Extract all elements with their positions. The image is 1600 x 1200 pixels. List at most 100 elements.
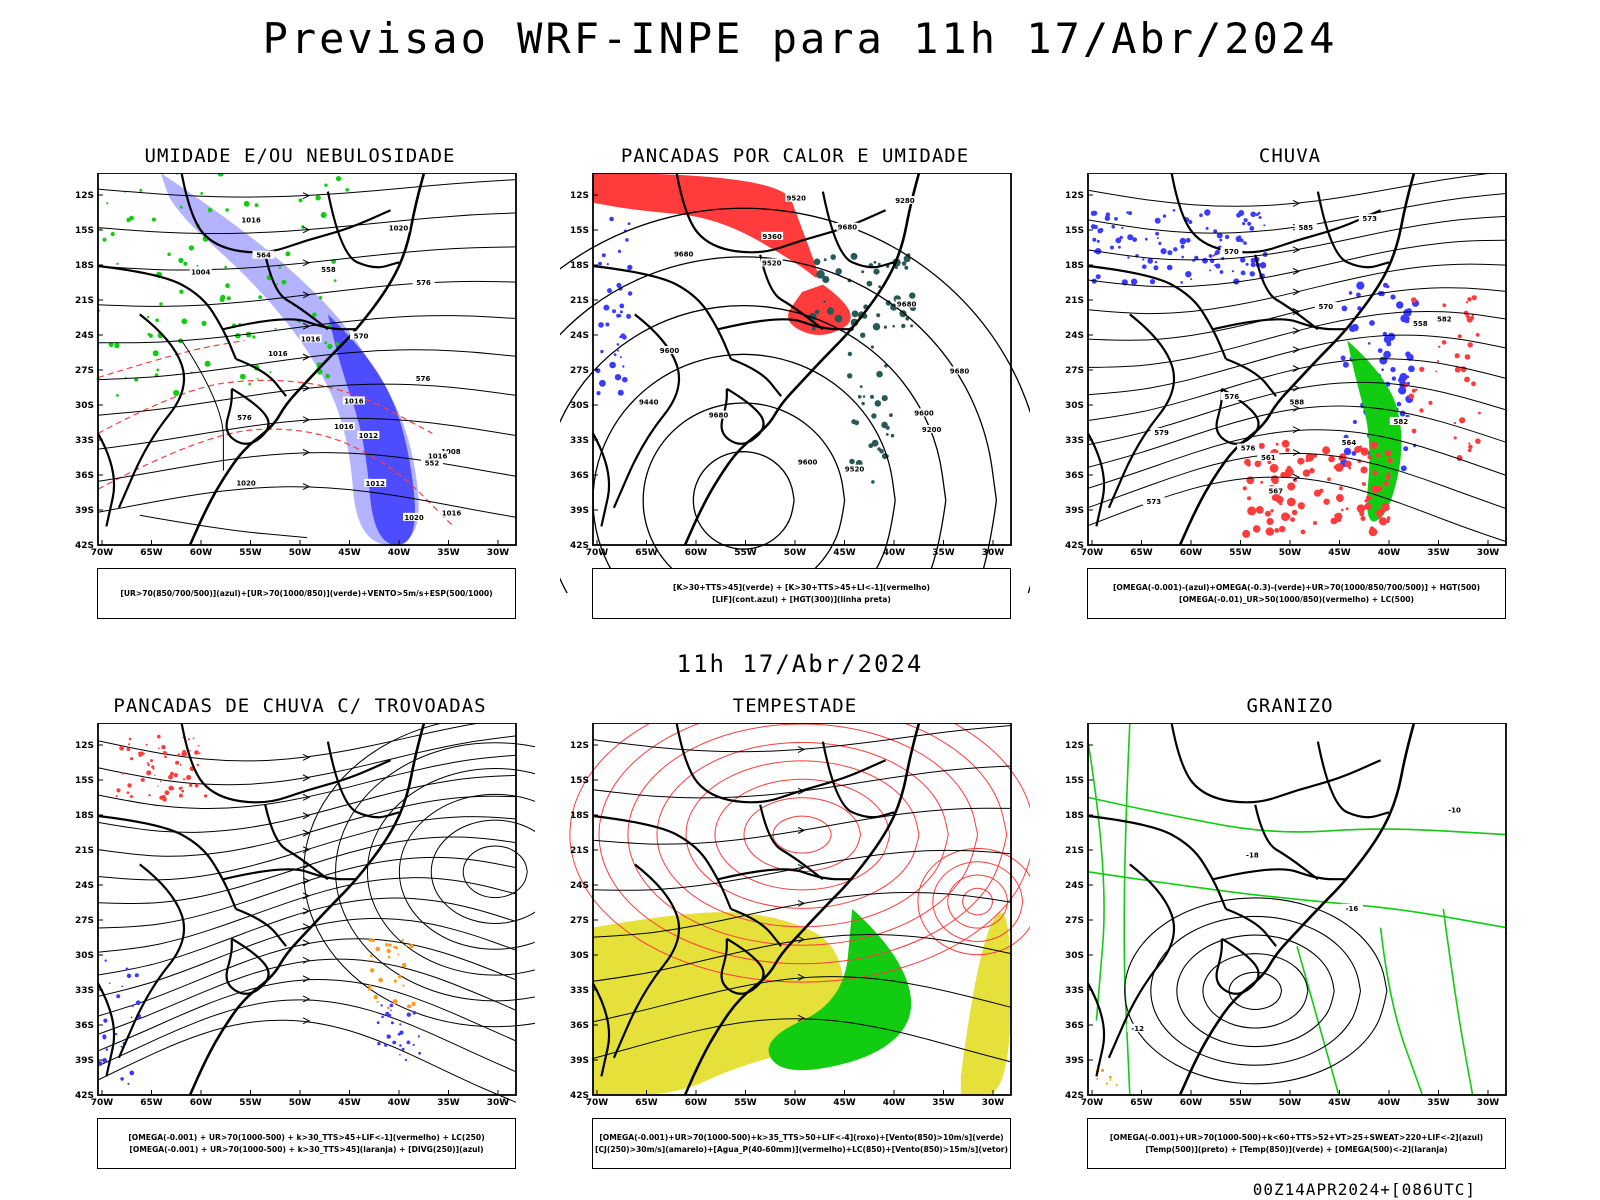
border-line [675,723,887,804]
field-blob [393,945,396,949]
map-background [1088,723,1506,1095]
contour-label: 552 [425,459,440,467]
field-blob [248,382,251,386]
label-bg [1285,397,1308,406]
contour-label: 582 [1437,315,1452,323]
field-blob [1385,474,1391,480]
field-blob [281,279,287,285]
contour-label: 579 [1154,429,1169,437]
flow-arrow [302,753,311,761]
field-blob [1428,400,1433,405]
field-blob [871,439,879,447]
lat-label: 39S [1065,1056,1084,1066]
contour-labels: 9680 9680 9680 9680 9600 9520 9600 9520 9440 9360… [637,193,971,474]
temp850-contours [1087,723,1507,1096]
lon-label: 50W [1279,1098,1302,1108]
flow-arrow [797,1014,806,1022]
contour-line [772,815,832,854]
border-line [1213,318,1348,331]
lat-label: 15S [1065,226,1084,236]
streamline [592,849,1012,891]
field-blob [138,751,142,755]
contour-line [932,861,1024,942]
field-blob [1199,213,1203,217]
label-bg [421,458,444,467]
contour-line [560,256,998,593]
field-blob [1290,517,1295,522]
field-blob [901,323,906,329]
field-blob [1459,417,1466,424]
contour-label: 1016 [442,510,462,518]
field-blob [1280,471,1287,478]
lat-label: 12S [75,191,94,201]
field-blob [173,389,180,397]
field-blob [1254,460,1262,468]
flow-arrow [302,1017,311,1025]
flow-arrow [797,787,806,795]
contour-line [1087,871,1507,929]
field-blob [873,268,880,275]
lat-label: 12S [570,191,589,201]
field-blob [196,763,200,767]
field-blob [1224,234,1230,240]
field-blob [1406,308,1412,314]
lat-label: 18S [75,261,94,271]
field-blob [386,948,391,954]
field-blob [399,1030,404,1035]
field-blob [399,1023,402,1026]
field-blob [1284,467,1294,477]
contour-label: 570 [1319,303,1334,311]
field-blob [1291,509,1298,516]
label-bg [672,249,695,258]
contour-line [1124,897,1388,1085]
field-blob [125,967,129,971]
field-blob [1281,512,1290,521]
field-blob [1327,477,1331,482]
label-bg [893,196,916,205]
field-blob [1341,508,1344,512]
label-bg [637,397,660,406]
field-blob [616,343,620,346]
lat-label: 36S [75,471,94,481]
field-blob [910,324,914,328]
field-blob [196,264,199,267]
field-blob [1111,224,1115,229]
field-blob [178,793,183,798]
lat-label: 42S [570,1091,589,1101]
contour-label: 1016 [344,397,364,405]
streamline [97,212,517,235]
field-blob [119,745,124,751]
lif-blue [595,216,633,396]
field-blob [324,341,328,345]
streamline [592,725,1012,753]
streamline [1087,263,1507,315]
field-blob [1240,257,1246,263]
flow-arrow [302,774,311,782]
field-blob [847,373,853,379]
border-line [612,863,681,1059]
flow-arrow [797,936,806,943]
contour-line [139,514,308,539]
field-blob [1105,1082,1108,1085]
lon-label: 60W [190,1098,213,1108]
field-blob [1204,209,1211,216]
field-blob [1406,353,1414,361]
field-blob [1297,502,1305,510]
pressure-contours [139,340,308,539]
label-bg [1294,222,1317,231]
field-blob [1115,1084,1118,1086]
field-blob [823,300,826,303]
field-blob [318,296,323,300]
lon-label: 65W [635,1098,658,1108]
field-blob [850,252,858,260]
field-blob [258,295,263,299]
lat-label: 24S [1065,331,1084,341]
label-bg [1433,314,1456,323]
field-blob [151,765,155,769]
convection-red [115,734,208,802]
lat-label: 42S [1065,541,1084,551]
lon-label: 55W [734,548,757,558]
contour-label: 9200 [922,426,942,434]
field-blob [876,370,883,378]
field-blob [377,1041,381,1046]
